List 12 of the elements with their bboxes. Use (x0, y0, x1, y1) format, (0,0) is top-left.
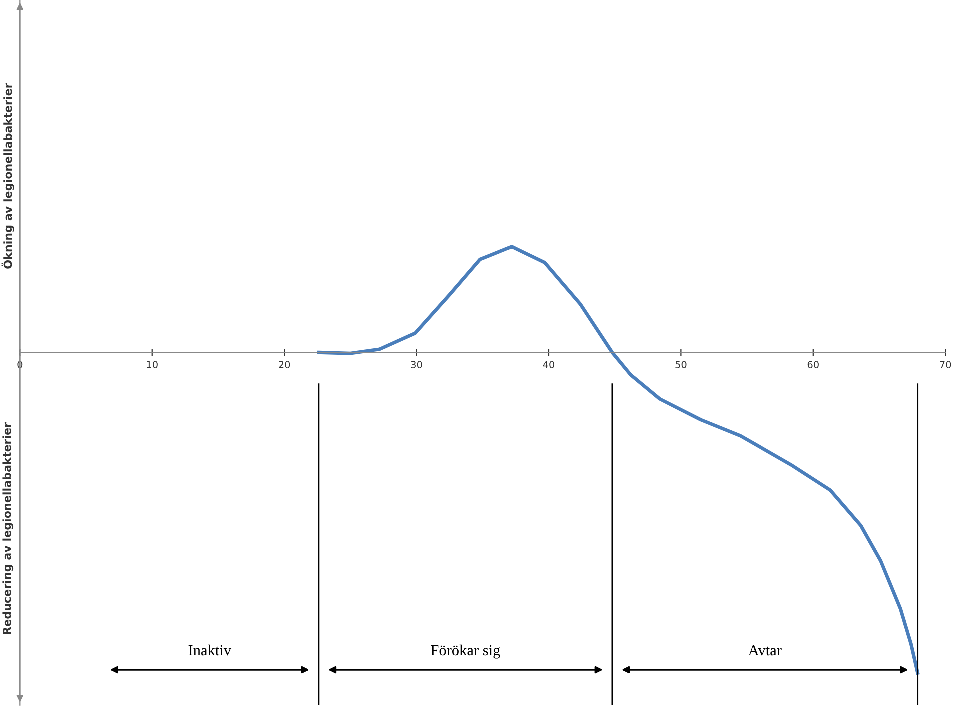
x-tick-label: 10 (147, 361, 158, 368)
text: Reducering av legionellabakterier (2, 422, 14, 634)
annotation: Avtar (748, 645, 782, 656)
x-tick-label: 50 (676, 361, 687, 368)
x-tick-label: 70 (940, 361, 952, 368)
x-tick-label: 40 (543, 361, 555, 368)
x-tick-label: 20 (279, 361, 290, 368)
annotation: Förökar sig (431, 644, 500, 659)
x-tick-label: 60 (808, 361, 819, 368)
y-axis-title: Ökning av legionellabakterier (2, 83, 14, 269)
annotation: Inaktiv (188, 644, 232, 656)
x-tick-label: 30 (411, 361, 422, 368)
